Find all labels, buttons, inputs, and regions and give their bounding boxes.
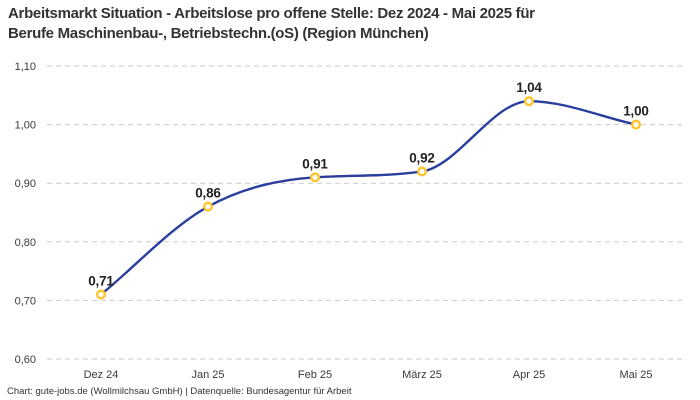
y-axis-tick-label: 0,70	[15, 295, 36, 307]
data-point-label: 0,71	[88, 274, 114, 289]
x-axis-tick-label: Feb 25	[298, 369, 332, 381]
series-line	[99, 99, 638, 296]
data-point-marker[interactable]	[310, 172, 321, 183]
data-point-marker[interactable]	[524, 96, 535, 107]
data-point-marker[interactable]	[95, 289, 106, 300]
data-point-label: 0,86	[195, 186, 221, 201]
data-point-marker[interactable]	[417, 166, 428, 177]
data-point-label: 0,91	[302, 156, 328, 171]
data-point-marker[interactable]	[631, 119, 642, 130]
chart-title: Arbeitsmarkt Situation - Arbeitslose pro…	[8, 5, 535, 42]
x-axis-tick-label: Apr 25	[513, 369, 545, 381]
data-point-label: 0,92	[409, 150, 434, 165]
y-axis-tick-label: 0,80	[15, 237, 36, 249]
data-point-marker[interactable]	[202, 201, 213, 212]
x-axis-tick-label: Jan 25	[191, 369, 224, 381]
y-axis-tick-label: 1,00	[15, 120, 36, 132]
data-point-label: 1,04	[516, 80, 542, 95]
y-axis-tick-label: 0,60	[15, 354, 36, 366]
line-chart-canvas: 1,10 1,00 0,90 0,80 0,70 0,60 Dez 24 Jan 25 Feb …	[15, 61, 684, 381]
x-axis-tick-label: März 25	[402, 369, 442, 381]
y-axis-tick-label: 0,90	[15, 178, 36, 190]
data-point-label: 1,00	[623, 104, 648, 119]
chart-source-attribution: Chart: gute-jobs.de (Wollmilchsau GmbH) …	[7, 386, 352, 397]
x-axis-tick-label: Mai 25	[619, 369, 652, 381]
y-axis-tick-label: 1,10	[15, 61, 36, 73]
x-axis-tick-label: Dez 24	[84, 369, 119, 381]
